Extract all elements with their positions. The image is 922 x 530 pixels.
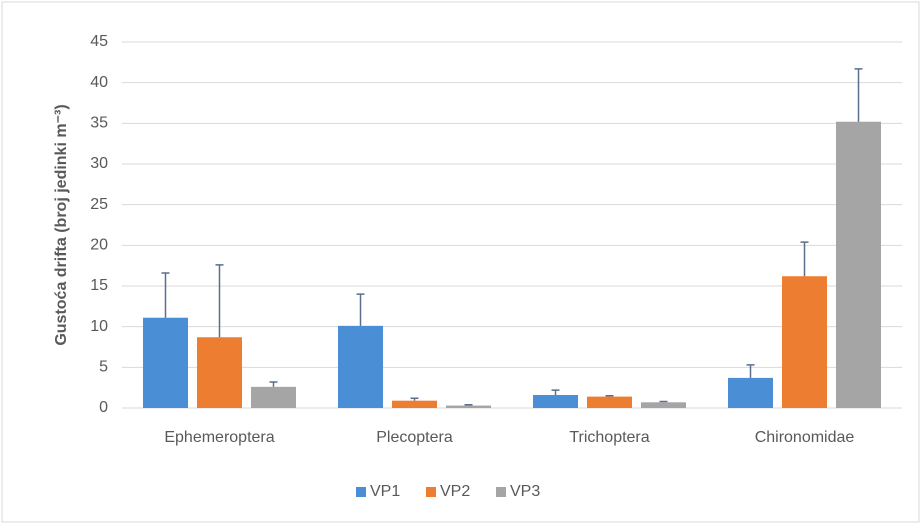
legend-label: VP3 [510,483,540,500]
bar [338,325,383,408]
error-bar [551,389,560,395]
x-tick-label: Ephemeroptera [164,429,274,446]
error-bar [854,68,863,122]
error-bar [161,272,170,318]
bar [446,405,491,408]
y-tick-label: 40 [90,74,108,91]
y-tick-label: 35 [90,115,108,132]
bar [251,386,296,408]
bar [836,121,881,408]
bar [728,377,773,408]
x-tick-label: Plecoptera [376,429,453,446]
bar [641,402,686,408]
error-bar [215,264,224,338]
x-tick-label: Trichoptera [569,429,649,446]
error-bar [410,397,419,401]
y-tick-label: 0 [99,399,108,416]
legend-swatch [356,487,366,497]
y-tick-label: 5 [99,359,108,376]
y-tick-label: 10 [90,318,108,335]
y-tick-label: 45 [90,33,108,50]
bar [587,396,632,408]
error-bar [746,364,755,378]
y-tick-label: 15 [90,277,108,294]
bar [782,276,827,408]
error-bar [659,400,668,403]
y-axis-title: Gustoća drifta (broj jedinki m⁻³) [53,104,70,345]
error-bar [356,293,365,326]
error-bar [800,241,809,277]
bar [392,400,437,408]
error-bar [269,381,278,387]
legend-label: VP1 [370,483,400,500]
legend-label: VP2 [440,483,470,500]
error-bar [464,403,473,406]
x-tick-label: Chironomidae [755,429,855,446]
error-bar [605,395,614,397]
y-tick-label: 20 [90,237,108,254]
bar [197,337,242,408]
y-tick-label: 25 [90,196,108,213]
legend-swatch [496,487,506,497]
bar [533,394,578,408]
y-tick-label: 30 [90,155,108,172]
legend-swatch [426,487,436,497]
bar [143,317,188,408]
